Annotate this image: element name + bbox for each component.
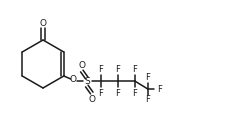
Text: F: F (115, 88, 120, 98)
Text: O: O (78, 60, 85, 70)
Text: F: F (115, 65, 120, 73)
Text: F: F (132, 65, 137, 73)
Text: F: F (145, 96, 150, 104)
Text: F: F (98, 65, 103, 73)
Text: F: F (145, 73, 150, 83)
Text: F: F (132, 88, 137, 98)
Text: S: S (84, 77, 90, 87)
Text: O: O (88, 94, 95, 103)
Text: O: O (40, 19, 46, 27)
Text: O: O (69, 75, 76, 85)
Text: F: F (157, 85, 162, 93)
Text: F: F (98, 88, 103, 98)
